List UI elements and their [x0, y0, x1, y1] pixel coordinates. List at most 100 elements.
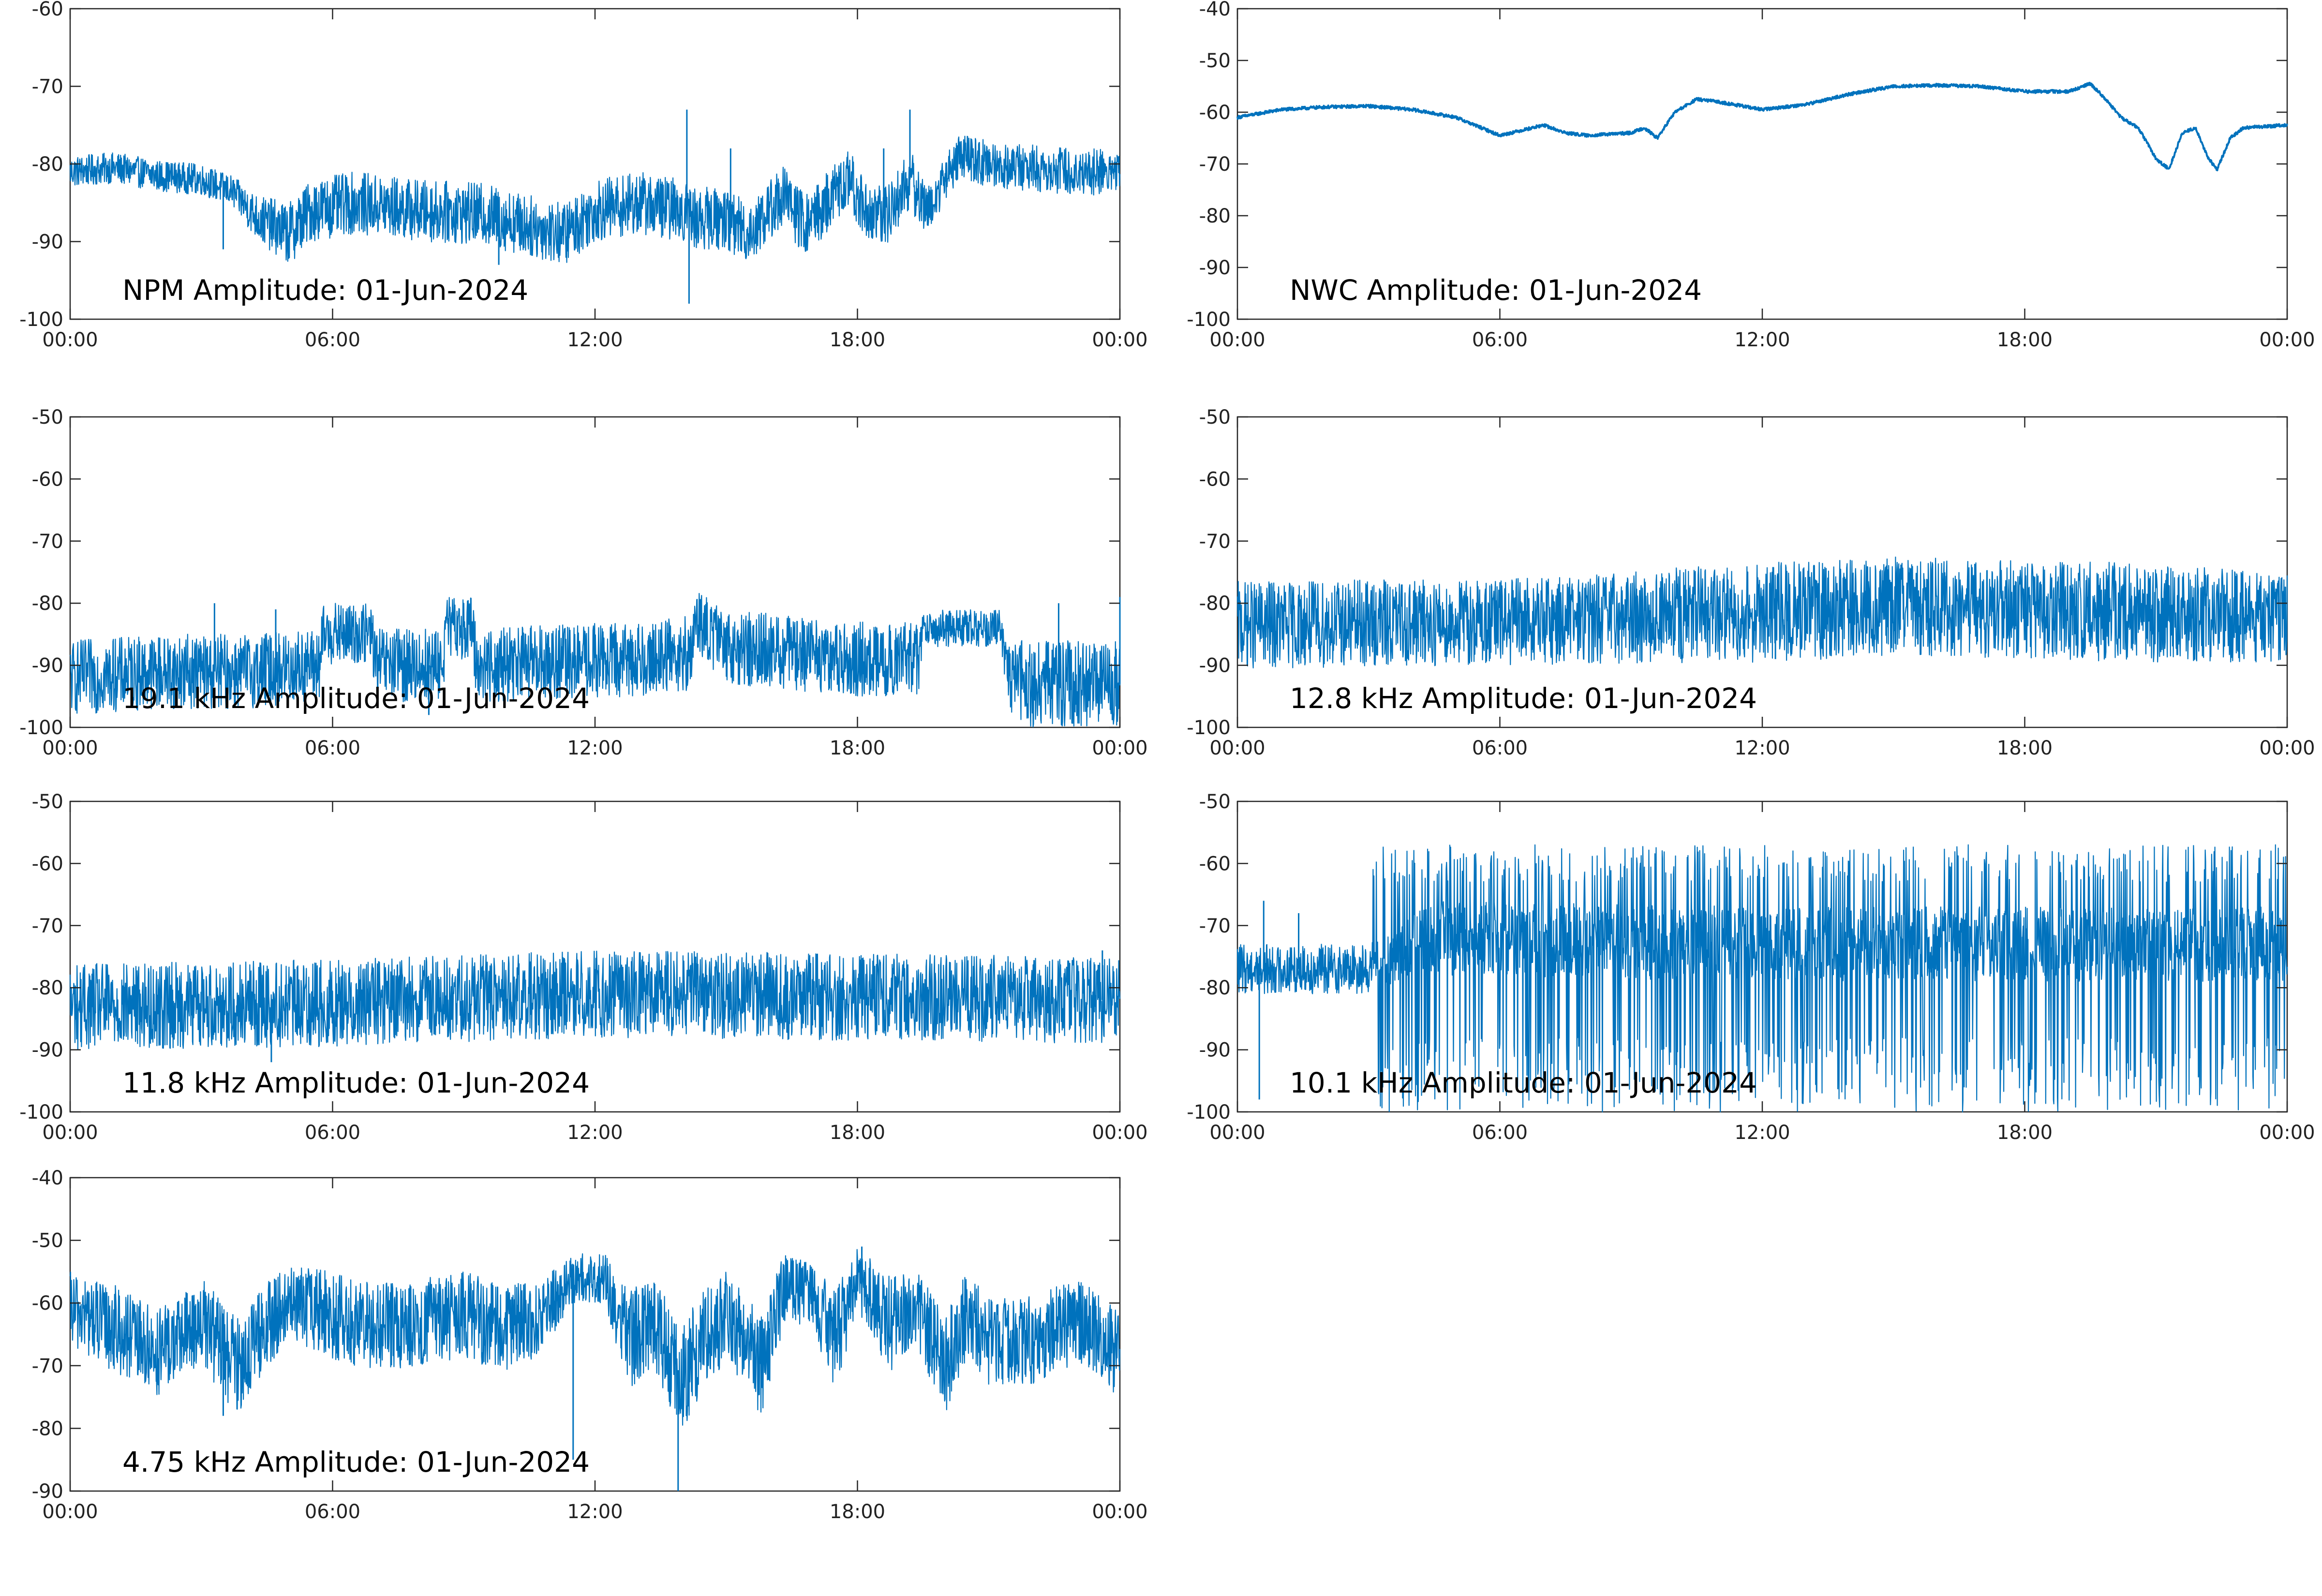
panel-title: 12.8 kHz Amplitude: 01-Jun-2024: [1290, 682, 1757, 715]
y-tick-label: -100: [19, 1101, 63, 1123]
series-line: [1236, 844, 2288, 1112]
y-tick-label: -60: [32, 468, 63, 490]
series-line: [69, 1249, 1121, 1426]
y-tick-label: -90: [1199, 1039, 1231, 1062]
x-tick-label: 06:00: [305, 1501, 360, 1523]
x-tick-label: 00:00: [42, 1501, 98, 1523]
x-tick-label: 12:00: [567, 737, 623, 759]
x-tick-label: 00:00: [42, 329, 98, 351]
x-tick-label: 18:00: [1997, 737, 2053, 759]
y-tick-label: -50: [32, 406, 63, 429]
x-tick-label: 12:00: [567, 1501, 623, 1523]
y-tick-label: -80: [32, 153, 63, 176]
x-tick-label: 00:00: [1092, 1122, 1147, 1144]
x-tick-label: 18:00: [830, 737, 885, 759]
y-tick-label: -60: [32, 1292, 63, 1315]
y-tick-label: -100: [1187, 1101, 1231, 1123]
x-tick-label: 00:00: [1092, 1501, 1147, 1523]
y-tick-label: -70: [1199, 531, 1231, 553]
x-tick-label: 12:00: [1734, 737, 1790, 759]
y-tick-label: -40: [1199, 0, 1231, 20]
x-tick-label: 00:00: [42, 1122, 98, 1144]
y-tick-label: -60: [1199, 102, 1231, 124]
x-tick-label: 00:00: [1092, 329, 1147, 351]
x-tick-label: 06:00: [305, 737, 360, 759]
y-tick-label: -60: [1199, 468, 1231, 490]
y-tick-label: -70: [32, 76, 63, 98]
panel-title: 19.1 kHz Amplitude: 01-Jun-2024: [122, 682, 590, 715]
series-line: [69, 950, 1121, 1050]
y-tick-label: -90: [32, 1039, 63, 1062]
x-tick-label: 12:00: [567, 1122, 623, 1144]
x-tick-label: 00:00: [2259, 737, 2315, 759]
x-tick-label: 18:00: [1997, 1122, 2053, 1144]
y-tick-label: -60: [1199, 853, 1231, 875]
y-tick-label: -50: [1199, 406, 1231, 429]
y-tick-label: -90: [32, 1480, 63, 1503]
plot-frame: [1236, 8, 2288, 320]
x-tick-label: 18:00: [830, 1122, 885, 1144]
x-tick-label: 00:00: [2259, 1122, 2315, 1144]
y-tick-label: -80: [32, 977, 63, 999]
x-tick-label: 12:00: [1734, 329, 1790, 351]
x-tick-label: 00:00: [2259, 329, 2315, 351]
x-tick-label: 06:00: [1472, 1122, 1528, 1144]
y-tick-label: -50: [32, 791, 63, 813]
x-tick-label: 18:00: [830, 329, 885, 351]
y-tick-label: -70: [1199, 153, 1231, 176]
y-tick-label: -50: [1199, 50, 1231, 72]
y-tick-label: -70: [32, 531, 63, 553]
y-tick-label: -80: [1199, 205, 1231, 227]
y-tick-label: -50: [1199, 791, 1231, 813]
series-line: [1236, 556, 2288, 669]
x-tick-label: 00:00: [1209, 737, 1265, 759]
x-tick-label: 18:00: [1997, 329, 2053, 351]
y-tick-label: -100: [1187, 717, 1231, 739]
y-tick-label: -80: [32, 1418, 63, 1440]
y-tick-label: -80: [1199, 592, 1231, 615]
x-tick-label: 12:00: [567, 329, 623, 351]
plot-frame: [69, 800, 1121, 1113]
y-tick-label: -70: [32, 915, 63, 937]
y-tick-label: -60: [32, 0, 63, 20]
series-line: [1236, 82, 2288, 172]
x-tick-label: 06:00: [1472, 329, 1528, 351]
x-tick-label: 00:00: [1092, 737, 1147, 759]
y-tick-label: -100: [1187, 309, 1231, 331]
y-tick-label: -60: [32, 853, 63, 875]
y-tick-label: -90: [32, 655, 63, 677]
y-tick-label: -90: [1199, 257, 1231, 279]
x-tick-label: 18:00: [830, 1501, 885, 1523]
y-tick-label: -70: [1199, 915, 1231, 937]
panel-title: 11.8 kHz Amplitude: 01-Jun-2024: [122, 1066, 590, 1099]
panel-title: NPM Amplitude: 01-Jun-2024: [122, 274, 528, 307]
y-tick-label: -100: [19, 717, 63, 739]
panel-title: 4.75 kHz Amplitude: 01-Jun-2024: [122, 1446, 590, 1478]
y-tick-label: -90: [1199, 655, 1231, 677]
series-line: [69, 593, 1121, 727]
y-tick-label: -80: [1199, 977, 1231, 999]
x-tick-label: 06:00: [305, 1122, 360, 1144]
series-line: [69, 135, 1121, 263]
y-tick-label: -90: [32, 231, 63, 253]
x-tick-label: 00:00: [42, 737, 98, 759]
x-tick-label: 00:00: [1209, 329, 1265, 351]
y-tick-label: -70: [32, 1355, 63, 1377]
panel-title: 10.1 kHz Amplitude: 01-Jun-2024: [1290, 1066, 1757, 1099]
y-tick-label: -50: [32, 1230, 63, 1252]
x-tick-label: 06:00: [305, 329, 360, 351]
y-tick-label: -80: [32, 592, 63, 615]
x-tick-label: 06:00: [1472, 737, 1528, 759]
x-tick-label: 00:00: [1209, 1122, 1265, 1144]
x-tick-label: 12:00: [1734, 1122, 1790, 1144]
panel-title: NWC Amplitude: 01-Jun-2024: [1290, 274, 1702, 307]
y-tick-label: -40: [32, 1167, 63, 1189]
